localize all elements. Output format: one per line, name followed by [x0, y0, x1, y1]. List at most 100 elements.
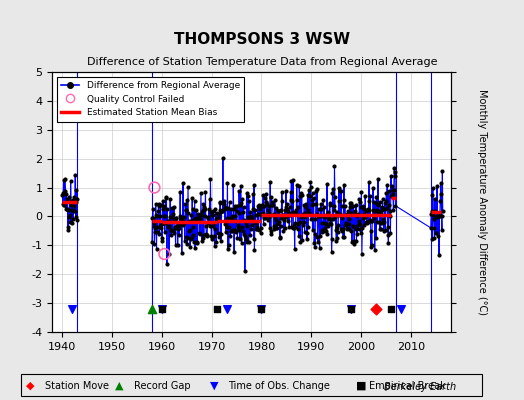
Point: [69, 216, 78, 222]
Point: [243, 239, 251, 245]
Point: [328, 236, 336, 242]
Point: [386, 213, 394, 219]
Point: [360, 210, 368, 217]
Point: [338, 228, 346, 235]
Point: [270, 196, 279, 203]
Point: [238, 196, 247, 202]
Point: [70, 208, 78, 214]
Point: [355, 218, 363, 224]
Point: [388, 183, 396, 189]
Point: [340, 234, 348, 240]
Text: THOMPSONS 3 WSW: THOMPSONS 3 WSW: [174, 32, 350, 48]
Point: [158, 306, 166, 312]
Point: [252, 226, 260, 232]
Point: [431, 208, 440, 214]
Point: [167, 232, 175, 238]
Point: [388, 193, 396, 199]
Point: [332, 208, 341, 215]
Point: [321, 214, 330, 220]
Point: [335, 198, 343, 204]
Point: [338, 215, 346, 221]
Point: [273, 225, 281, 231]
Point: [226, 228, 235, 234]
Point: [364, 206, 372, 212]
Point: [301, 214, 309, 220]
Point: [316, 213, 324, 220]
Point: [305, 210, 313, 216]
Point: [286, 189, 294, 195]
Point: [160, 203, 168, 210]
Point: [293, 221, 302, 227]
Point: [383, 205, 391, 212]
Point: [170, 204, 178, 210]
Point: [387, 192, 396, 199]
Point: [359, 215, 367, 222]
Point: [216, 238, 225, 244]
Point: [231, 227, 239, 233]
Point: [290, 225, 298, 232]
Point: [232, 218, 241, 224]
Point: [357, 189, 366, 195]
Point: [373, 206, 381, 213]
Point: [436, 198, 444, 204]
Point: [254, 210, 263, 217]
Point: [232, 208, 241, 214]
Point: [349, 203, 357, 209]
Point: [438, 226, 446, 233]
Point: [390, 187, 398, 193]
Point: [343, 225, 352, 232]
Point: [235, 210, 244, 216]
Point: [342, 221, 350, 228]
Point: [319, 213, 327, 219]
Point: [434, 213, 443, 220]
Point: [161, 229, 169, 236]
Point: [151, 225, 159, 231]
Point: [274, 220, 282, 226]
Point: [178, 250, 186, 256]
Point: [280, 212, 288, 218]
Point: [330, 163, 339, 169]
Point: [329, 216, 337, 222]
Point: [169, 218, 178, 224]
Point: [353, 213, 361, 219]
Point: [71, 172, 80, 178]
Point: [204, 206, 213, 212]
Point: [345, 221, 354, 227]
Point: [270, 222, 279, 229]
Point: [215, 207, 224, 214]
Point: [212, 239, 221, 245]
Point: [257, 306, 266, 312]
Point: [279, 228, 288, 234]
Point: [177, 215, 185, 221]
Point: [247, 226, 255, 232]
Point: [194, 214, 203, 220]
Point: [210, 232, 219, 239]
Point: [148, 239, 156, 245]
Point: [374, 209, 383, 215]
Point: [339, 234, 347, 240]
Point: [71, 208, 79, 214]
Point: [296, 193, 304, 200]
Point: [268, 202, 277, 208]
Point: [187, 218, 195, 224]
Point: [162, 194, 171, 200]
Point: [179, 218, 187, 224]
Point: [157, 220, 166, 227]
Point: [428, 192, 436, 198]
Point: [381, 198, 390, 204]
Point: [216, 199, 225, 206]
Point: [367, 244, 375, 250]
Point: [321, 224, 329, 231]
Point: [328, 190, 336, 196]
Point: [350, 240, 358, 247]
Point: [362, 208, 370, 214]
Point: [184, 184, 192, 191]
Point: [240, 231, 248, 237]
Point: [213, 230, 222, 236]
Point: [61, 206, 70, 212]
Point: [220, 198, 228, 204]
Point: [196, 230, 205, 237]
Point: [247, 215, 256, 222]
Point: [152, 212, 161, 219]
Point: [232, 229, 240, 235]
